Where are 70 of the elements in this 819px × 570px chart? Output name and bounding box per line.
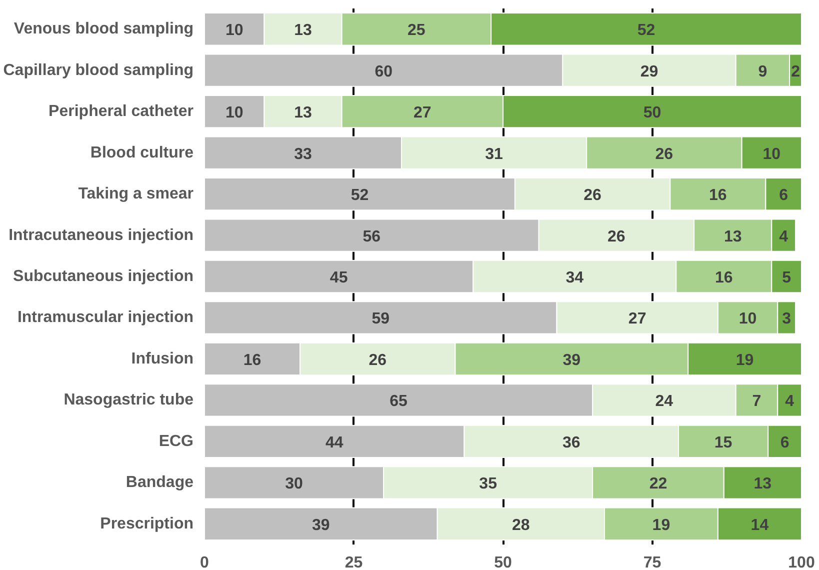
y-tick-label: Capillary blood sampling [3,62,194,79]
data-label: 10 [225,104,244,122]
data-label: 14 [750,516,769,534]
data-label: 26 [608,228,626,246]
data-label: 45 [330,270,348,286]
data-label: 52 [637,22,656,40]
data-label: 19 [736,352,754,369]
data-label: 26 [368,352,387,369]
data-label: 28 [512,516,530,534]
y-tick-label: Peripheral catheter [48,103,194,120]
y-tick-label: Subcutaneous injection [13,268,194,285]
data-label: 59 [372,310,390,328]
y-tick-label: Prescription [100,515,194,532]
data-label: 44 [325,434,344,452]
data-label: 27 [628,310,646,328]
x-tick-label: 25 [344,554,363,570]
data-label: 25 [408,22,426,40]
data-label: 29 [640,63,658,80]
data-label: 24 [655,393,674,410]
data-label: 4 [779,228,788,246]
y-tick-label: ECG [158,432,194,450]
data-label: 9 [758,63,768,80]
data-label: 16 [709,187,727,204]
y-tick-label: Bandage [126,474,194,492]
data-label: 16 [714,270,733,286]
data-label: 15 [714,434,732,452]
data-label: 13 [294,22,312,40]
x-tick-label: 75 [643,554,662,570]
data-label: 60 [374,63,393,80]
y-tick-label: Infusion [131,350,194,368]
data-label: 7 [752,393,762,410]
x-tick-label: 100 [788,554,815,570]
data-label: 56 [362,228,381,246]
data-label: 6 [780,434,790,452]
data-label: 4 [785,393,794,410]
data-label: 10 [225,22,244,40]
data-label: 52 [350,187,369,204]
x-tick-label: 0 [200,554,210,570]
data-label: 10 [738,310,757,328]
data-label: 30 [285,476,304,493]
data-label: 16 [243,352,262,369]
data-label: 65 [390,393,408,410]
data-label: 2 [791,63,800,80]
data-label: 36 [562,434,580,452]
data-label: 39 [312,516,330,534]
data-label: 3 [782,310,792,328]
data-label: 27 [414,104,432,122]
data-label: 19 [652,516,670,534]
y-tick-label: Taking a smear [78,186,194,203]
data-label: 5 [782,270,792,286]
y-tick-label: Intramuscular injection [17,309,194,326]
x-tick-label: 50 [494,554,512,570]
data-label: 13 [294,104,312,122]
data-label: 6 [779,187,788,204]
data-label: 35 [479,476,498,493]
data-label: 22 [649,476,668,493]
data-label: 26 [655,146,674,163]
data-label: 13 [754,476,772,493]
y-tick-label: Venous blood sampling [14,20,194,38]
data-label: 13 [724,228,742,246]
data-label: 39 [562,352,581,369]
data-label: 34 [566,270,584,286]
data-label: 33 [294,146,312,163]
data-label: 10 [762,146,781,163]
data-label: 26 [584,187,602,204]
y-tick-label: Blood culture [90,144,194,162]
data-label: 31 [485,146,504,163]
y-tick-label: Intracutaneous injection [8,226,194,244]
data-label: 50 [643,104,662,122]
y-tick-label: Nasogastric tube [64,392,194,409]
